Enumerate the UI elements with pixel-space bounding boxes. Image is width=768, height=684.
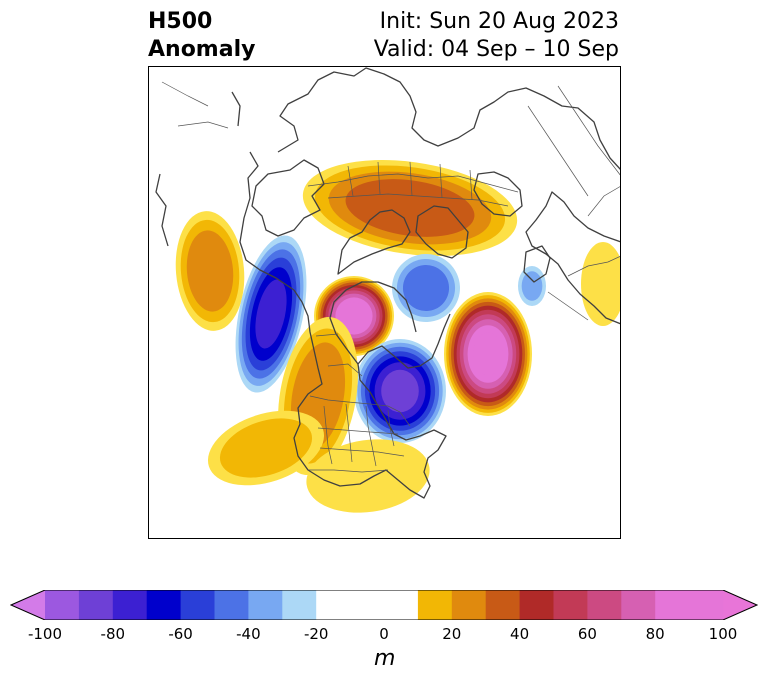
valid-period: Valid: 04 Sep – 10 Sep xyxy=(373,37,619,62)
colorbar xyxy=(10,590,758,620)
anomaly-west-europe-ridge xyxy=(581,242,621,326)
colorbar-bin xyxy=(282,590,317,620)
colorbar-bin xyxy=(519,590,554,620)
anomaly-central-arctic-low xyxy=(392,254,460,322)
anomaly-contour-band xyxy=(345,179,475,237)
colorbar-bin xyxy=(417,590,453,620)
colorbar-tick-label: 60 xyxy=(577,625,597,643)
anomaly-north-atlantic-high xyxy=(444,292,532,416)
colorbar-bin xyxy=(655,590,690,620)
init-time: Init: Sun 20 Aug 2023 xyxy=(379,9,619,34)
colorbar-tick-label: -60 xyxy=(168,625,193,643)
anomaly-siberia-ridge xyxy=(302,160,518,256)
anomaly-contour-band xyxy=(472,332,504,376)
title-left: H500 Anomaly xyxy=(148,8,255,64)
anomaly-central-us-ridge xyxy=(306,439,430,513)
colorbar-tick-label: -100 xyxy=(27,625,63,643)
anomaly-alaska-high xyxy=(314,276,394,356)
anomaly-contour-band xyxy=(340,302,368,330)
colorbar-tick-label: 0 xyxy=(379,625,389,643)
anomaly-map xyxy=(148,66,621,539)
anomaly-pacific-trough xyxy=(235,235,307,393)
colorbar-bin xyxy=(689,590,724,620)
colorbar-bin xyxy=(621,590,656,620)
colorbar-tick-label: -40 xyxy=(236,625,261,643)
colorbar-bin xyxy=(248,590,283,620)
anomaly-east-pacific-ridge xyxy=(207,410,325,486)
colorbar-bin xyxy=(146,590,181,620)
colorbar-bin xyxy=(180,590,215,620)
colorbar-unit-label: m xyxy=(374,646,396,671)
colorbar-outline xyxy=(10,590,758,620)
anomaly-contour-band xyxy=(255,279,287,349)
title-variable: H500 xyxy=(148,9,213,34)
colorbar-bin xyxy=(587,590,622,620)
colorbar-bin xyxy=(451,590,487,620)
colorbar-bin xyxy=(214,590,249,620)
coastlines xyxy=(155,67,621,499)
colorbar-extend-min xyxy=(11,590,45,620)
anomaly-contour-band xyxy=(186,230,234,312)
map-frame xyxy=(148,66,621,539)
colorbar-tick-label: 80 xyxy=(645,625,665,643)
colorbar-tick-label: -20 xyxy=(303,625,329,643)
anomaly-contour-band xyxy=(402,264,450,312)
colorbar-bin xyxy=(45,590,80,620)
colorbar-tick-label: 20 xyxy=(442,625,462,643)
anomaly-pacific-west-ridge xyxy=(175,211,245,331)
colorbar-bin xyxy=(78,590,114,620)
anomaly-contour-band xyxy=(521,271,543,301)
colorbar-bin xyxy=(350,590,419,620)
colorbar-tick-label: 100 xyxy=(708,625,738,643)
colorbar-bin xyxy=(553,590,588,620)
borders xyxy=(161,81,621,473)
title-right: Init: Sun 20 Aug 2023 Valid: 04 Sep – 10… xyxy=(374,8,619,64)
anomaly-contour-band xyxy=(306,439,430,513)
colorbar-bin xyxy=(112,590,148,620)
anomaly-contour-band xyxy=(581,242,621,326)
colorbar-tick-label: 40 xyxy=(510,625,530,643)
title-field: Anomaly xyxy=(148,37,256,62)
colorbar-bin xyxy=(316,590,351,620)
colorbar-bin xyxy=(485,590,520,620)
anomaly-contour-band xyxy=(381,369,419,413)
anomaly-contours xyxy=(175,160,621,513)
anomaly-hudson-bay-low xyxy=(354,339,446,443)
colorbar-tick-label: -80 xyxy=(100,625,126,643)
anomaly-scandinavia-low xyxy=(518,266,546,306)
colorbar-extend-max xyxy=(723,590,757,620)
anomaly-contour-band xyxy=(219,418,313,478)
